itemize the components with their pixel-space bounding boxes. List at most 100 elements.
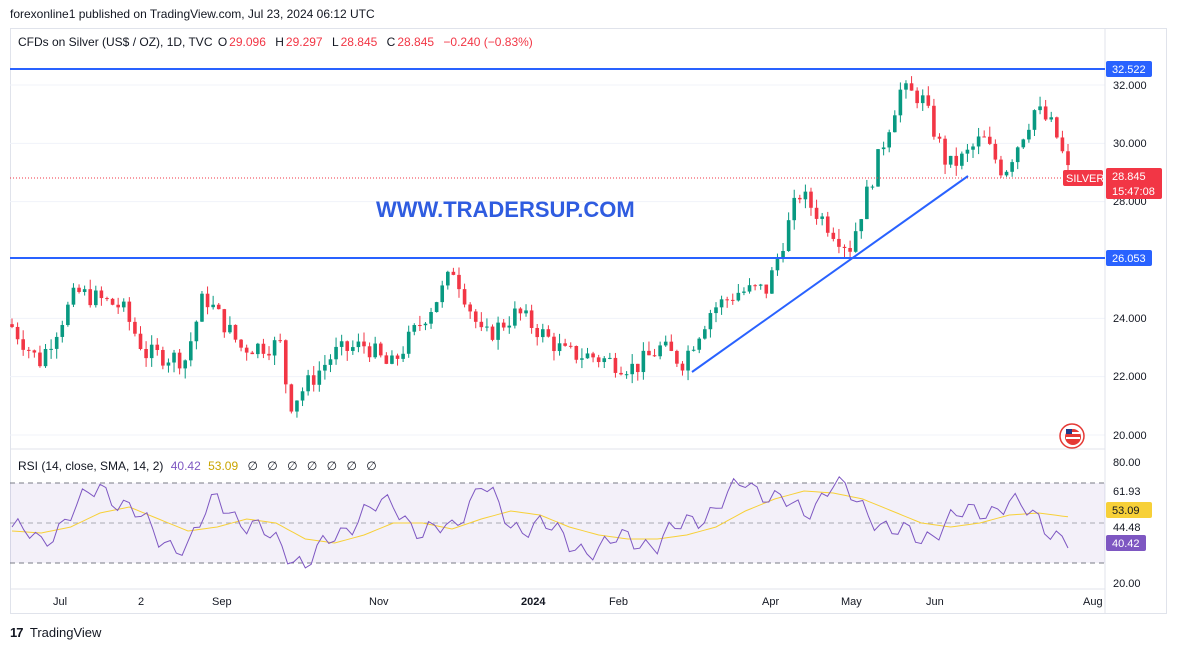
x-tick-nov: Nov — [369, 596, 389, 608]
candle-body — [937, 136, 942, 139]
candle-body — [267, 353, 271, 356]
hidden-plot-icon[interactable]: ∅ — [247, 459, 258, 473]
sma-value: 53.09 — [208, 459, 239, 473]
candle-body — [747, 285, 752, 292]
candle-body — [865, 186, 869, 220]
candle-body — [613, 357, 618, 373]
candle-body — [462, 289, 467, 305]
footer: 17 TradingView — [10, 622, 101, 644]
candle-body — [943, 138, 947, 165]
candle-body — [256, 343, 260, 355]
candle-body — [222, 309, 227, 333]
brand-name: TradingView — [29, 625, 102, 640]
candle-body — [976, 136, 981, 147]
candle-body — [99, 290, 104, 299]
candle-body — [596, 357, 601, 363]
last-price-tag-text: 28.845 — [1112, 171, 1146, 183]
candle-body — [138, 333, 143, 349]
countdown-text: 15:47:08 — [1112, 186, 1155, 198]
candle-body — [418, 325, 422, 327]
candle-body — [429, 312, 433, 324]
candle-body — [26, 349, 31, 351]
low-label: L — [331, 35, 339, 49]
resistance-tag-text: 32.522 — [1112, 64, 1146, 76]
candle-body — [926, 95, 931, 106]
candle-body — [485, 326, 489, 328]
candle-body — [66, 304, 70, 326]
resistance-tag — [1106, 61, 1152, 77]
rsi-tag — [1106, 535, 1146, 551]
candle-body — [345, 341, 350, 351]
candle-body — [853, 231, 858, 252]
candle-body — [183, 360, 188, 369]
candle-body — [798, 197, 802, 200]
candle-body — [328, 359, 333, 365]
candle-body — [116, 304, 120, 308]
hidden-plot-icon[interactable]: ∅ — [366, 459, 377, 473]
candle-body — [306, 375, 310, 392]
rsi-legend: RSI (14, close, SMA, 14, 2) 40.42 53.09 … — [18, 458, 377, 474]
y-tick-24: 24.000 — [1113, 313, 1147, 325]
candle-body — [311, 375, 316, 385]
candle-body — [451, 271, 456, 275]
candle-body — [1021, 139, 1026, 148]
candle-body — [250, 352, 255, 355]
candle-body — [568, 345, 573, 347]
rsi-line — [11, 475, 1069, 569]
candle-body — [887, 132, 892, 148]
hidden-plot-icon[interactable]: ∅ — [267, 459, 278, 473]
high-label: H — [275, 35, 284, 49]
candle-body — [535, 327, 540, 338]
grid-lines — [10, 84, 1105, 436]
candle-body — [781, 251, 785, 259]
candle-body — [1049, 117, 1054, 120]
x-tick-apr: Apr — [762, 596, 779, 608]
candle-body — [546, 329, 551, 337]
x-tick-jul: Jul — [53, 596, 67, 608]
sma-tag — [1106, 502, 1152, 518]
candle-body — [770, 270, 774, 294]
candle-body — [591, 353, 595, 358]
symbol-title: CFDs on Silver (US$ / OZ), 1D, TVC — [18, 35, 213, 49]
candle-body — [367, 346, 372, 358]
candle-body — [434, 302, 439, 313]
hidden-plot-icon[interactable]: ∅ — [346, 459, 357, 473]
candle-body — [1038, 106, 1042, 111]
candle-body — [188, 341, 193, 361]
support-tag-text: 26.053 — [1112, 253, 1146, 265]
candle-body — [619, 372, 623, 375]
candle-body — [809, 191, 813, 208]
candle-body — [82, 289, 87, 292]
candle-body — [647, 350, 651, 356]
candle-body — [691, 349, 696, 351]
candle-body — [496, 322, 500, 340]
tradingview-logo-icon: 17 — [10, 625, 24, 640]
candle-body — [149, 344, 154, 359]
candle-body — [233, 324, 238, 340]
candle-body — [814, 207, 819, 219]
candle-body — [736, 292, 741, 301]
candle-body — [635, 363, 640, 373]
candle-body — [406, 331, 411, 354]
candle-body — [127, 301, 132, 322]
candle-body — [920, 95, 925, 104]
candle-body — [764, 284, 769, 294]
x-tick-may: May — [841, 596, 862, 608]
hidden-plot-icon[interactable]: ∅ — [306, 459, 318, 473]
candle-body — [831, 232, 836, 239]
hidden-plot-icon[interactable]: ∅ — [326, 459, 338, 473]
candle-body — [216, 304, 221, 310]
y-tick-32: 32.000 — [1113, 80, 1147, 92]
x-tick-2: 2 — [138, 596, 144, 608]
y-tick-22: 22.000 — [1113, 371, 1147, 383]
candle-body — [870, 186, 875, 188]
candle-body — [563, 343, 567, 346]
hidden-plot-icon[interactable]: ∅ — [287, 459, 298, 473]
candle-body — [228, 324, 232, 333]
us-flag-icon[interactable] — [1059, 423, 1085, 449]
rsi-value: 40.42 — [170, 459, 201, 473]
candle-body — [200, 293, 204, 322]
candle-body — [585, 353, 590, 359]
publisher-line: forexonline1 published on TradingView.co… — [0, 0, 1177, 28]
